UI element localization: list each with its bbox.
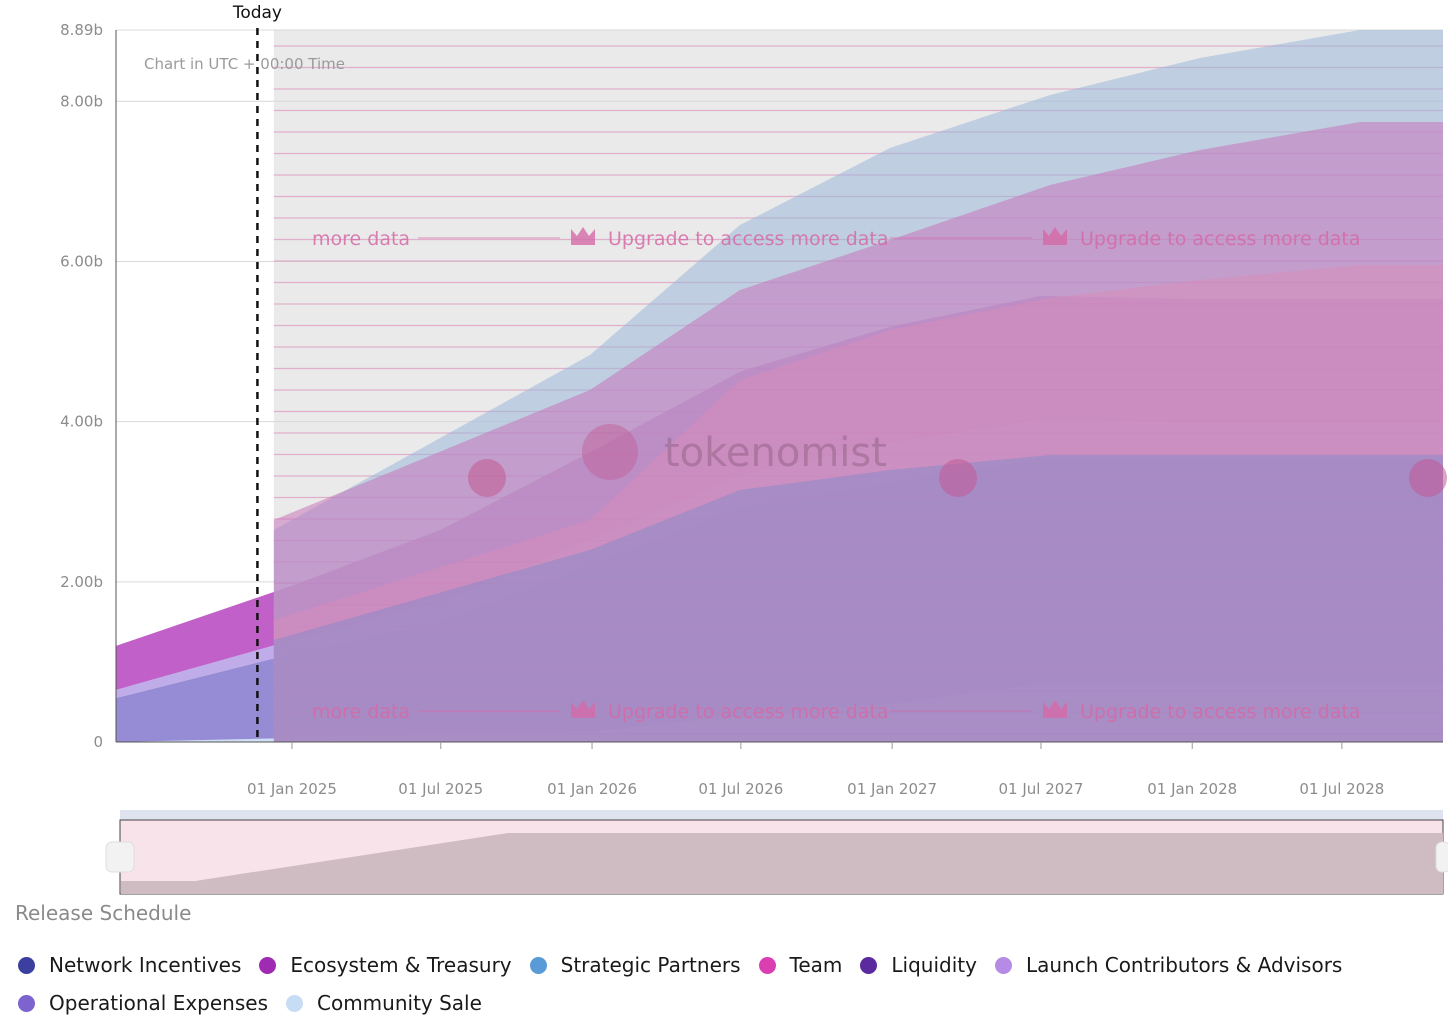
y-tick-label: 0: [93, 733, 103, 751]
legend-item[interactable]: Network Incentives: [18, 946, 241, 984]
upgrade-link[interactable]: more data: [312, 228, 410, 250]
legend-color-dot: [529, 956, 547, 974]
legend-color-dot: [259, 956, 277, 974]
y-tick-label: 8.00b: [60, 92, 103, 110]
upgrade-link[interactable]: Upgrade to access more data: [608, 228, 889, 250]
y-tick-label: 6.00b: [60, 252, 103, 270]
legend-color-dot: [758, 956, 776, 974]
legend-color-dot: [18, 956, 35, 974]
x-tick-label: 01 Jan 2028: [1147, 780, 1237, 798]
tokenomist-logo-icon: [939, 459, 977, 497]
crown-icon: [571, 227, 595, 245]
upgrade-link[interactable]: more data: [312, 701, 410, 723]
x-tick-label: 01 Jul 2028: [1299, 780, 1384, 798]
y-tick-label: 2.00b: [60, 573, 103, 591]
chart-timezone-note: Chart in UTC + 00:00 Time: [144, 55, 345, 73]
navigator-right-handle[interactable]: [1435, 841, 1448, 873]
navigator-series-preview: [121, 833, 1443, 894]
legend-item-label: Team: [789, 953, 843, 977]
legend-item[interactable]: Launch Contributors & Advisors: [994, 946, 1343, 984]
locked-preview-area-base: [273, 455, 1443, 742]
release-schedule-chart: 0 2.00b 4.00b 6.00b 8.00b 8.89b more data Upgra…: [60, 3, 1448, 895]
navigator-scrollbar[interactable]: [120, 810, 1443, 820]
x-tick-label: 01 Jul 2026: [698, 780, 783, 798]
x-tick-label: 01 Jan 2027: [847, 780, 937, 798]
legend-item[interactable]: Strategic Partners: [529, 946, 741, 984]
legend-item-label: Operational Expenses: [49, 991, 268, 1015]
legend-color-dot: [860, 956, 878, 974]
legend-item-label: Network Incentives: [49, 953, 242, 977]
y-tick-label: 8.89b: [60, 21, 103, 39]
x-tick-label: 01 Jul 2025: [398, 780, 483, 798]
crown-icon: [571, 700, 595, 718]
navigator-left-handle[interactable]: [105, 841, 135, 873]
tokenomist-logo-icon: [582, 424, 638, 480]
x-tick-label: 01 Jan 2025: [247, 780, 337, 798]
legend-item-label: Liquidity: [891, 953, 977, 977]
x-tick-label: 01 Jan 2026: [547, 780, 637, 798]
upgrade-link[interactable]: Upgrade to access more data: [608, 701, 889, 723]
legend-item[interactable]: Community Sale: [286, 984, 482, 1022]
watermark-text: tokenomist: [664, 430, 887, 476]
legend-item-label: Strategic Partners: [560, 953, 741, 977]
crown-icon: [1043, 700, 1067, 718]
legend-item-label: Community Sale: [317, 991, 482, 1015]
legend-item[interactable]: Liquidity: [860, 946, 977, 984]
y-tick-label: 4.00b: [60, 413, 103, 431]
today-marker-label: Today: [232, 3, 282, 23]
upgrade-link[interactable]: Upgrade to access more data: [1080, 228, 1361, 250]
legend-color-dot: [18, 994, 35, 1012]
locked-data-overlay: more data Upgrade to access more data Upgr…: [273, 30, 1447, 742]
legend-title: Release Schedule: [15, 901, 192, 925]
range-navigator[interactable]: [105, 810, 1448, 895]
legend-color-dot: [286, 994, 303, 1012]
legend-item[interactable]: Ecosystem & Treasury: [259, 946, 512, 984]
upgrade-link[interactable]: Upgrade to access more data: [1080, 701, 1361, 723]
legend-item-label: Launch Contributors & Advisors: [1025, 953, 1343, 977]
crown-icon: [1043, 227, 1067, 245]
legend-row: Network Incentives Ecosystem & Treasury St…: [18, 946, 1418, 1022]
legend-item[interactable]: Team: [758, 946, 843, 984]
legend-item[interactable]: Operational Expenses: [18, 984, 268, 1022]
legend-color-dot: [994, 956, 1012, 974]
tokenomist-logo-icon: [1409, 459, 1447, 497]
tokenomist-logo-icon: [468, 459, 506, 497]
x-tick-label: 01 Jul 2027: [999, 780, 1084, 798]
legend-item-label: Ecosystem & Treasury: [290, 953, 512, 977]
legend: Network Incentives Ecosystem & Treasury St…: [18, 946, 1418, 1022]
